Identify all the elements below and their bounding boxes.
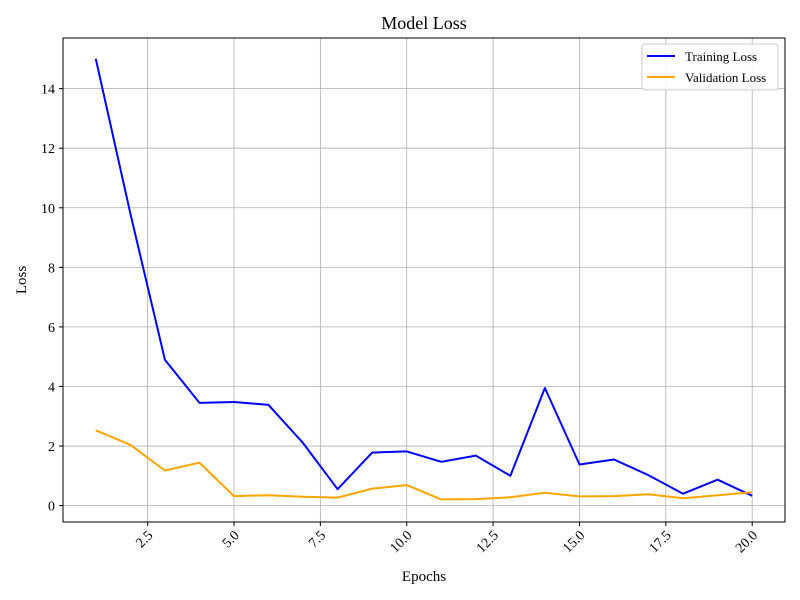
y-tick-label: 10 <box>41 202 55 217</box>
y-tick-label: 14 <box>41 83 55 98</box>
legend-label: Validation Loss <box>685 70 766 85</box>
legend: Training Loss Validation Loss <box>641 43 779 91</box>
x-tick-label: 12.5 <box>474 528 502 556</box>
y-tick-label: 8 <box>48 261 55 276</box>
y-tick-label: 12 <box>41 142 55 157</box>
grid <box>63 38 785 522</box>
x-axis-label: Epochs <box>402 569 446 585</box>
x-tick-label: 7.5 <box>306 528 329 551</box>
y-axis-label: Loss <box>14 266 30 295</box>
x-tick-label: 5.0 <box>220 528 243 551</box>
x-tick-label: 20.0 <box>733 528 761 556</box>
series-layer <box>94 58 753 501</box>
ticks: 2.5 5.0 7.5 10.0 12.5 15.0 17.5 20.0 0 2 4 6 8 10 12 14 <box>41 83 761 557</box>
x-tick-label: 2.5 <box>133 528 156 551</box>
legend-label: Training Loss <box>685 49 757 64</box>
x-tick-label: 17.5 <box>647 528 675 556</box>
series-line-training-loss <box>94 58 753 497</box>
y-tick-label: 6 <box>48 321 55 336</box>
chart-title: Model Loss <box>381 13 467 33</box>
y-tick-label: 2 <box>48 440 55 455</box>
plot-frame <box>62 37 786 523</box>
y-tick-label: 0 <box>48 500 55 515</box>
x-tick-label: 10.0 <box>388 528 416 556</box>
legend-box <box>641 43 779 91</box>
series-line-validation-loss <box>95 429 753 501</box>
y-tick-label: 4 <box>48 380 55 395</box>
x-tick-label: 15.0 <box>560 528 588 556</box>
